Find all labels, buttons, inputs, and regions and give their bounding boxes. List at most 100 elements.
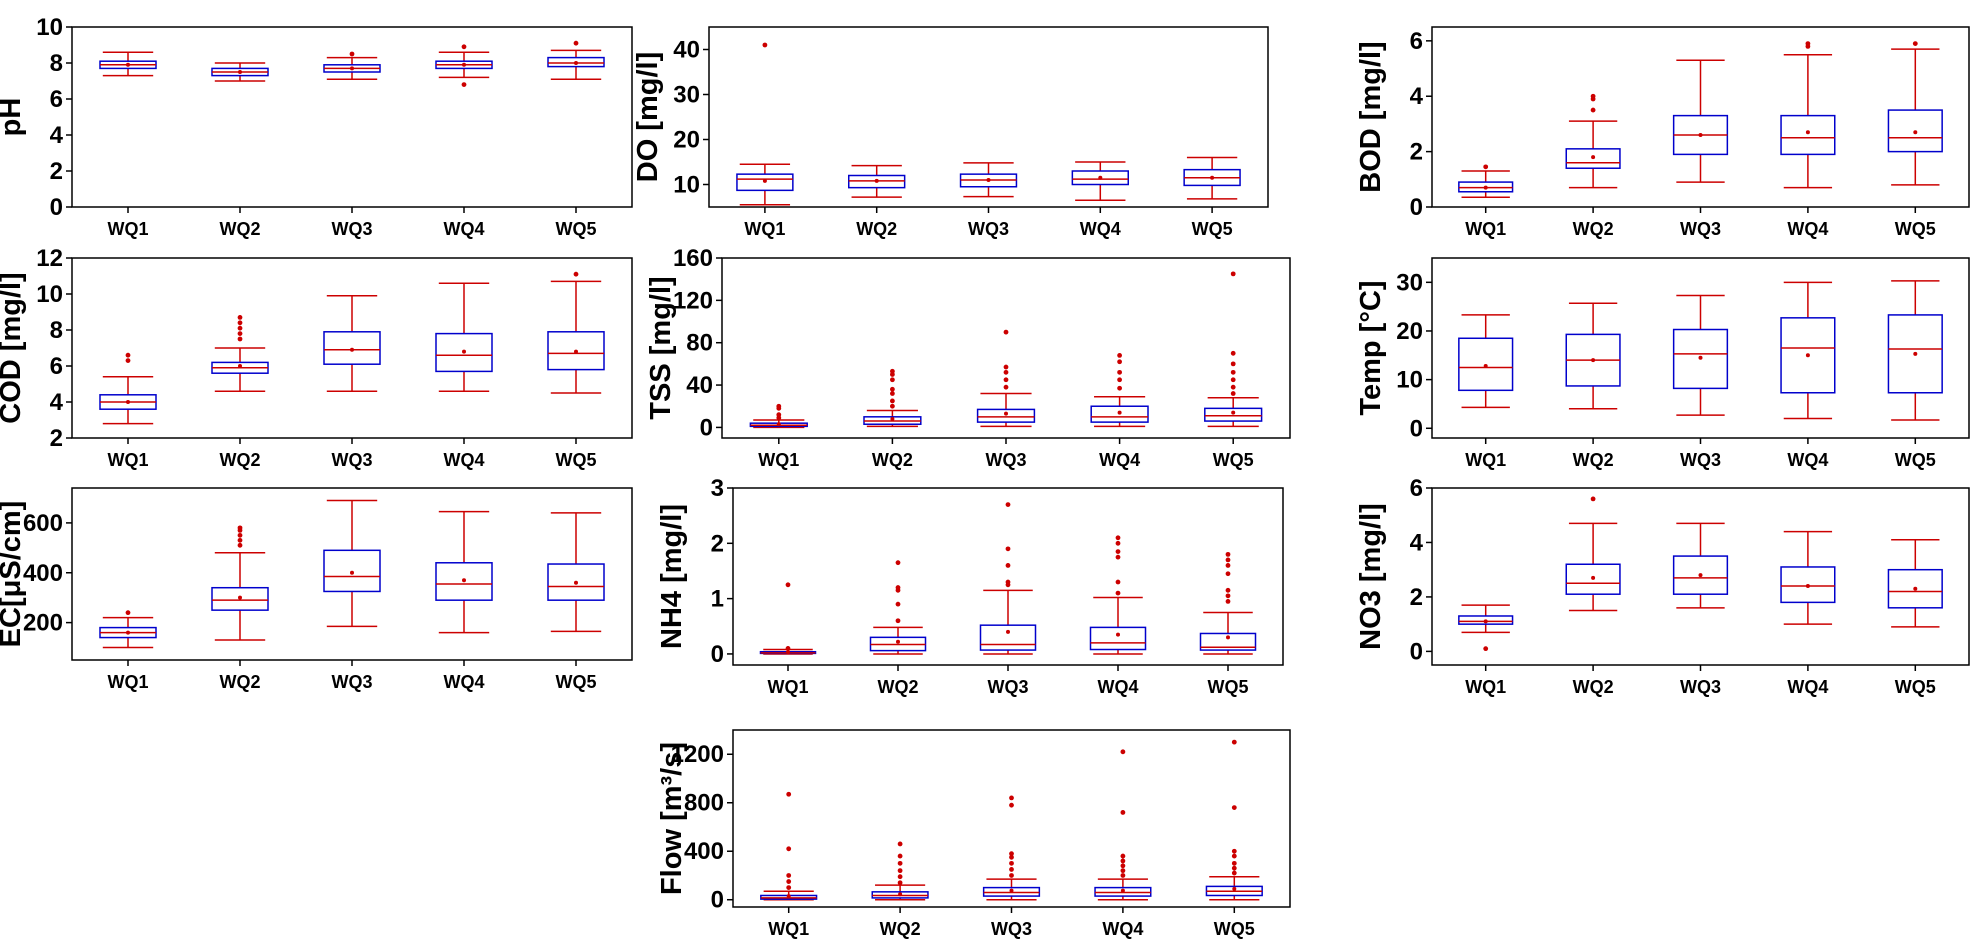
outlier-point [125,610,131,616]
outlier-point [1120,858,1126,864]
box-WQ1 [99,610,157,649]
outlier-point [1009,795,1014,801]
outlier-point [1483,164,1489,170]
x-tick-label: WQ5 [1895,677,1936,697]
outlier-point [573,271,579,277]
box-WQ4 [1089,535,1147,655]
outlier-point [1225,557,1231,563]
box-WQ5 [1887,538,1943,628]
x-tick-label: WQ5 [555,672,596,692]
y-axis-label: EC[μS/cm] [0,501,27,648]
outlier-point [1120,810,1126,815]
iqr-box [435,562,493,601]
box-WQ5 [547,271,605,394]
y-tick-label: 4 [1410,529,1424,556]
y-tick-label: 2 [50,425,63,452]
x-tick-label: WQ2 [872,450,913,470]
outlier-point [1231,805,1237,810]
y-tick-label: 1200 [671,741,724,768]
outlier-point [895,601,901,607]
panel-4: 2 4 6 8 10 12 COD [mg/l] WQ1 WQ2 WQ3 WQ4 WQ5 [0,245,633,470]
outlier-point [1005,502,1011,507]
box-WQ3 [979,502,1037,655]
outlier-point [237,542,243,548]
box-WQ2 [211,525,269,641]
panel-9: 0 2 4 6 NO3 [mg/l] WQ1 WQ2 WQ3 WQ4 WQ5 [1355,475,1970,697]
mean-marker [1120,888,1125,893]
y-axis-label: TSS [mg/l] [645,276,677,419]
box-WQ3 [323,295,381,392]
box-WQ5 [547,40,605,80]
mean-marker [1004,411,1008,416]
mean-marker [238,364,242,368]
outlier-point [237,315,243,320]
y-tick-label: 20 [673,127,700,154]
outlier-point [1231,739,1237,745]
outlier-point [1590,93,1596,99]
outlier-point [125,358,131,363]
mean-marker [126,400,130,404]
outlier-point [1117,385,1122,391]
box-WQ3 [976,329,1036,428]
y-tick-label: 0 [1410,194,1423,221]
mean-marker [574,580,578,585]
outlier-point [1230,384,1236,390]
mean-marker [350,66,354,71]
box-WQ2 [1565,496,1621,612]
y-tick-label: 2 [1410,139,1423,166]
iqr-box [1780,317,1836,394]
outlier-point [1231,848,1237,854]
y-tick-label: 0 [711,887,724,914]
x-tick-label: WQ3 [968,219,1009,239]
outlier-point [237,537,243,543]
x-tick-label: WQ2 [1573,219,1614,239]
mean-marker [1006,629,1010,634]
x-tick-label: WQ1 [107,450,148,470]
outlier-point [890,386,895,392]
y-axis-label: DO [mg/l] [632,52,664,183]
outlier-point [1115,549,1121,555]
mean-marker [1591,358,1596,363]
outlier-point [125,352,131,358]
outlier-point [786,885,792,891]
outlier-point [1231,870,1237,876]
y-tick-label: 2 [711,530,724,557]
mean-marker [462,578,466,583]
x-tick-label: WQ3 [985,450,1026,470]
x-tick-label: WQ4 [1102,919,1143,939]
box-WQ2 [1565,93,1621,189]
panel-8: 0 1 2 3 NH4 [mg/l] WQ1 WQ2 WQ3 WQ4 WQ5 [656,475,1284,697]
outlier-point [1231,860,1237,866]
panel-2: 10 20 30 40 DO [mg/l] WQ1 WQ2 WQ3 WQ4 WQ5 [632,26,1269,239]
iqr-box [976,408,1036,423]
box-WQ4 [1780,41,1836,189]
box-WQ2 [211,62,269,82]
y-tick-label: 2 [1410,584,1423,611]
box-WQ4 [435,510,493,634]
mean-marker [462,349,466,354]
x-tick-label: WQ5 [1895,450,1936,470]
outlier-point [1225,593,1231,599]
box-WQ5 [547,512,605,633]
y-tick-label: 6 [50,353,63,380]
box-WQ2 [1565,302,1621,410]
x-tick-label: WQ2 [219,450,260,470]
y-tick-label: 800 [684,790,724,817]
x-tick-label: WQ1 [767,677,808,697]
x-tick-label: WQ1 [1465,219,1506,239]
outlier-point [237,525,243,531]
x-tick-label: WQ3 [331,219,372,239]
mean-marker [1698,573,1703,578]
outlier-point [1003,377,1009,383]
mean-marker [898,892,903,897]
outlier-point [1225,571,1231,577]
x-tick-label: WQ5 [1192,219,1233,239]
outlier-point [890,403,895,409]
x-tick-label: WQ2 [219,672,260,692]
mean-marker [776,422,781,427]
mean-marker [1698,355,1703,360]
mean-marker [1805,353,1810,358]
panel-6: 0 10 20 30 Temp [°C] WQ1 WQ2 WQ3 WQ4 WQ5 [1355,257,1970,470]
x-tick-label: WQ2 [1573,450,1614,470]
